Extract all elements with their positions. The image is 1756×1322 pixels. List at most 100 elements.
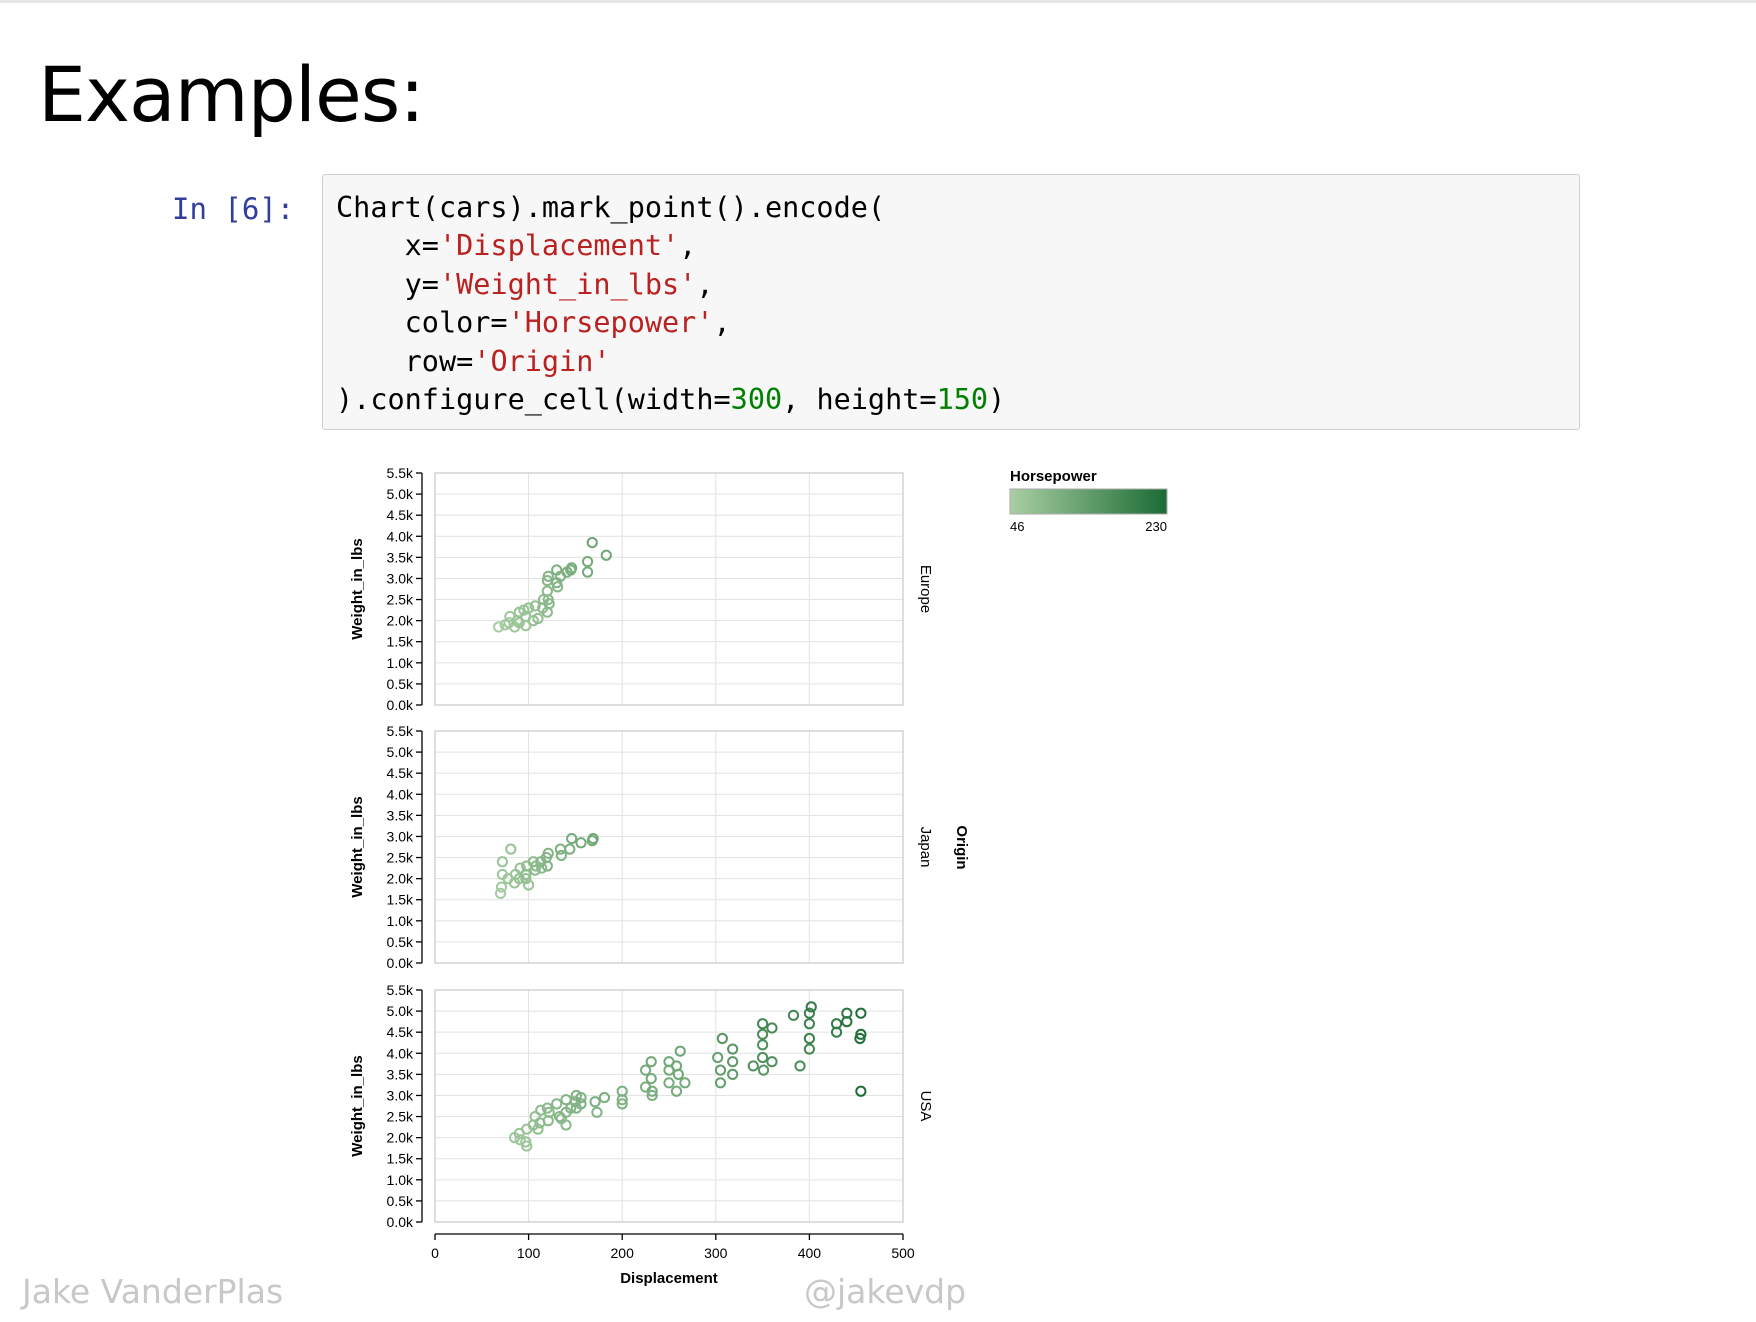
data-point [747,1060,759,1072]
data-point [757,1064,770,1076]
data-point [543,1106,555,1118]
data-point [520,873,532,885]
y-tick-label: 2.5k [387,1109,414,1125]
data-point [586,537,598,549]
facet-background [435,731,903,963]
y-tick-label: 5.5k [387,465,414,481]
data-point [514,862,526,874]
data-point [855,1085,867,1097]
code-text: , height= [782,383,937,417]
y-tick-label: 5.0k [387,486,414,502]
data-point [564,843,576,855]
y-tick-label: 5.5k [387,982,414,998]
data-point [712,1051,724,1064]
data-point [495,881,508,893]
code-text: color= [336,306,508,340]
y-tick-label: 5.0k [387,744,414,760]
data-point [640,1064,652,1076]
code-text: , [713,306,731,340]
y-axis-title: Weight_in_lbs [349,796,366,897]
top-rule [0,0,1756,3]
y-tick-label: 4.5k [387,1024,414,1040]
y-tick-label: 4.5k [387,507,414,523]
cell-prompt: In [6]: [172,192,295,226]
data-point [532,612,544,625]
code-text: ) [988,383,1006,417]
code-string: 'Horsepower' [507,306,714,340]
data-point [841,1007,853,1019]
data-point [532,1123,544,1135]
code-text: x= [336,229,439,263]
data-point [575,1098,587,1110]
data-point [493,621,505,633]
facet-label: Japan [917,827,934,868]
code-line: Chart(cars).mark_point().encode( [336,191,885,224]
data-point [552,581,564,593]
slide-title: Examples: [38,50,425,139]
author-name: Jake VanderPlas [22,1272,284,1311]
data-point [514,1134,526,1146]
data-point [766,1022,778,1034]
code-text: row= [336,344,474,378]
legend-min-label: 46 [1010,519,1024,534]
code-string: 'Origin' [473,344,611,378]
data-point [805,1001,817,1013]
data-point [766,1056,778,1068]
data-point [674,1045,686,1057]
code-text: , [696,267,714,301]
data-point [494,887,507,900]
data-point [523,602,535,614]
y-tick-label: 3.5k [387,549,414,565]
y-tick-label: 2.0k [387,613,414,629]
data-point [566,832,578,845]
data-point [598,1091,611,1104]
facet-europe: 0.0k 0.5k 1.0k 1.5k 2.0k 2.5k 3.0k 3.5k 4.0k 4.5k… [349,465,934,713]
data-point [520,620,532,632]
facet-usa: 0.0k 0.5k 1.0k 1.5k 2.0k 2.5k 3.0k 3.5k 4.0k 4.5k… [349,982,934,1230]
y-tick-label: 4.0k [387,1045,414,1061]
data-point [496,856,508,868]
y-tick-label: 1.0k [387,655,414,671]
y-tick-label: 1.5k [387,1151,414,1167]
data-point [542,847,554,859]
data-point [727,1056,739,1068]
facet-panels: 0.0k 0.5k 1.0k 1.5k 2.0k 2.5k 3.0k 3.5k 4.0k 4.5k… [349,465,934,1230]
code-line: y='Weight_in_lbs', [336,268,714,301]
data-point [575,1091,587,1104]
data-point [714,1064,727,1076]
code-block: Chart(cars).mark_point().encode( x='Disp… [336,189,1005,419]
data-point [521,1140,533,1152]
y-tick-label: 0.5k [387,934,414,950]
data-point [645,1072,657,1085]
data-point [581,566,594,578]
code-cell[interactable]: Chart(cars).mark_point().encode( x='Disp… [322,174,1580,430]
code-line: row='Origin' [336,345,611,378]
facet-frame [434,730,904,964]
legend-title: Horsepower [1010,468,1097,485]
data-point [551,1098,563,1110]
facet-label: Europe [917,565,934,613]
data-point [543,598,555,610]
code-text: ).configure_cell(width= [336,383,731,417]
y-tick-label: 0.0k [387,697,414,713]
data-point [587,832,599,845]
code-line: ).configure_cell(width=300, height=150) [336,383,1005,416]
data-point [727,1043,739,1055]
x-tick-label: 100 [517,1245,541,1261]
color-legend: Horsepower 46 230 [1009,468,1168,534]
data-point [600,549,612,561]
data-point [529,600,541,612]
data-point [757,1039,769,1051]
code-text: , [679,229,697,263]
legend-max-label: 230 [1145,519,1167,534]
row-title: Origin [953,825,970,869]
data-point [670,1085,683,1097]
y-tick-label: 1.0k [387,1172,414,1188]
data-point [803,1018,816,1030]
x-tick-label: 300 [704,1245,728,1261]
data-point [616,1098,628,1110]
data-point [803,1032,816,1045]
data-point [794,1060,806,1072]
data-point [787,1009,800,1021]
data-point [672,1068,684,1080]
